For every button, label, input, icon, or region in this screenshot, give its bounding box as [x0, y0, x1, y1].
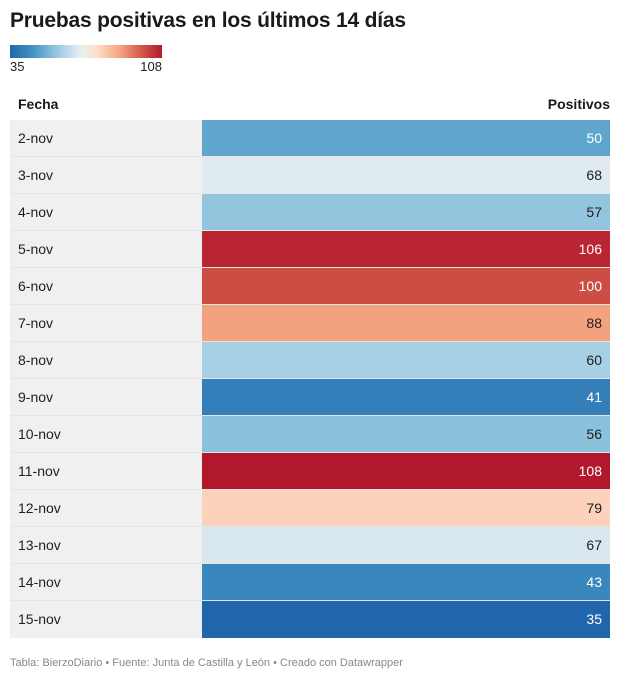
- date-cell: 2-nov: [10, 120, 202, 156]
- table-row: 6-nov 100: [10, 268, 610, 305]
- column-header-positivos[interactable]: Positivos: [547, 96, 610, 112]
- column-header-fecha[interactable]: Fecha: [18, 96, 59, 112]
- positivos-cell: 50: [202, 120, 610, 156]
- date-cell: 12-nov: [10, 490, 202, 526]
- table-row: 14-nov 43: [10, 564, 610, 601]
- date-cell: 15-nov: [10, 601, 202, 638]
- table-row: 4-nov 57: [10, 194, 610, 231]
- chart-title: Pruebas positivas en los últimos 14 días: [10, 9, 406, 32]
- table-row: 9-nov 41: [10, 379, 610, 416]
- table-row: 13-nov 67: [10, 527, 610, 564]
- data-table: 2-nov 50 3-nov 68 4-nov 57 5-nov 106 6-nov 100 7-n…: [10, 120, 610, 638]
- date-cell: 4-nov: [10, 194, 202, 230]
- positivos-cell: 106: [202, 231, 610, 267]
- positivos-cell: 60: [202, 342, 610, 378]
- positivos-cell: 79: [202, 490, 610, 526]
- table-row: 2-nov 50: [10, 120, 610, 157]
- positivos-cell: 100: [202, 268, 610, 304]
- positivos-cell: 67: [202, 527, 610, 563]
- table-row: 7-nov 88: [10, 305, 610, 342]
- date-cell: 9-nov: [10, 379, 202, 415]
- table-row: 12-nov 79: [10, 490, 610, 527]
- date-cell: 11-nov: [10, 453, 202, 489]
- positivos-cell: 68: [202, 157, 610, 193]
- date-cell: 6-nov: [10, 268, 202, 304]
- positivos-cell: 57: [202, 194, 610, 230]
- table-row: 8-nov 60: [10, 342, 610, 379]
- color-legend-gradient: [10, 45, 162, 58]
- date-cell: 14-nov: [10, 564, 202, 600]
- positivos-cell: 108: [202, 453, 610, 489]
- date-cell: 10-nov: [10, 416, 202, 452]
- date-cell: 8-nov: [10, 342, 202, 378]
- color-legend-labels: 35 108: [10, 58, 162, 74]
- date-cell: 7-nov: [10, 305, 202, 341]
- legend-max-label: 108: [140, 59, 162, 74]
- table-row: 15-nov 35: [10, 601, 610, 638]
- positivos-cell: 88: [202, 305, 610, 341]
- table-row: 10-nov 56: [10, 416, 610, 453]
- positivos-cell: 43: [202, 564, 610, 600]
- positivos-cell: 56: [202, 416, 610, 452]
- positivos-cell: 35: [202, 601, 610, 638]
- positivos-cell: 41: [202, 379, 610, 415]
- table-row: 11-nov 108: [10, 453, 610, 490]
- date-cell: 3-nov: [10, 157, 202, 193]
- color-legend: 35 108: [10, 45, 162, 74]
- footer-credits: Tabla: BierzoDiario • Fuente: Junta de C…: [10, 657, 403, 669]
- date-cell: 13-nov: [10, 527, 202, 563]
- date-cell: 5-nov: [10, 231, 202, 267]
- legend-min-label: 35: [10, 59, 25, 74]
- table-row: 5-nov 106: [10, 231, 610, 268]
- table-row: 3-nov 68: [10, 157, 610, 194]
